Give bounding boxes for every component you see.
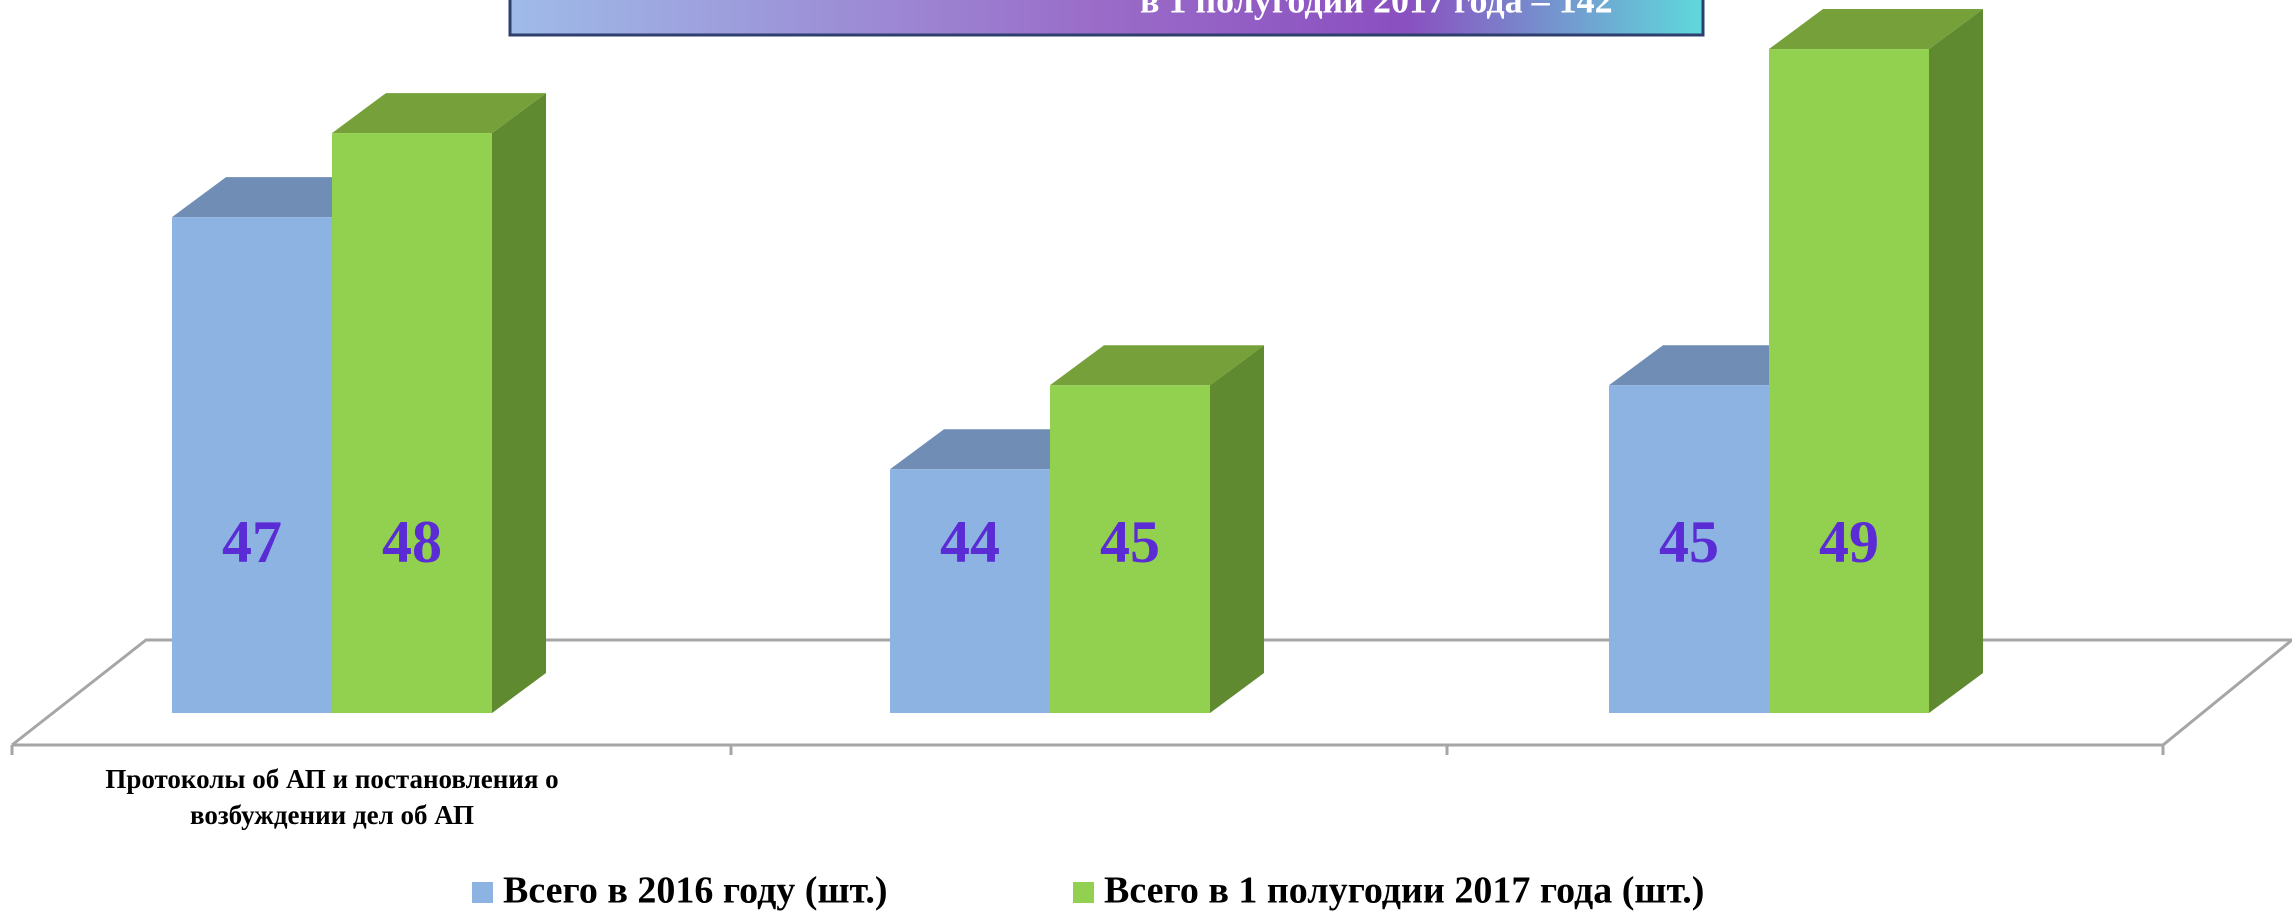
bar-side [1929,9,1983,713]
label-line: Протоколы об АП и постановления о [105,764,558,794]
legend-label: Всего в 2016 году (шт.) [503,870,888,912]
legend-swatch [472,882,493,903]
value-label: 45 [1659,509,1719,575]
value-label: 44 [940,509,1000,575]
bar-side [492,93,546,713]
bar [172,217,332,713]
bar [332,133,492,713]
bar [1769,49,1929,713]
x-tick-label: Протоколы об АП и постановления о возбужд… [105,764,558,830]
value-label: 47 [222,509,282,575]
value-label: 49 [1819,509,1879,575]
bar [890,469,1050,713]
chart: в 1 полугодии 2017 года – 142 Протоколы … [0,0,2292,913]
legend-swatch [1073,882,1094,903]
legend-label: Всего в 1 полугодии 2017 года (шт.) [1104,870,1704,912]
value-label: 45 [1100,509,1160,575]
value-label: 48 [382,509,442,575]
bar-side [1210,345,1264,713]
chart-title: в 1 полугодии 2017 года – 142 [1140,0,1613,20]
label-line: возбуждении дел об АП [190,800,474,830]
